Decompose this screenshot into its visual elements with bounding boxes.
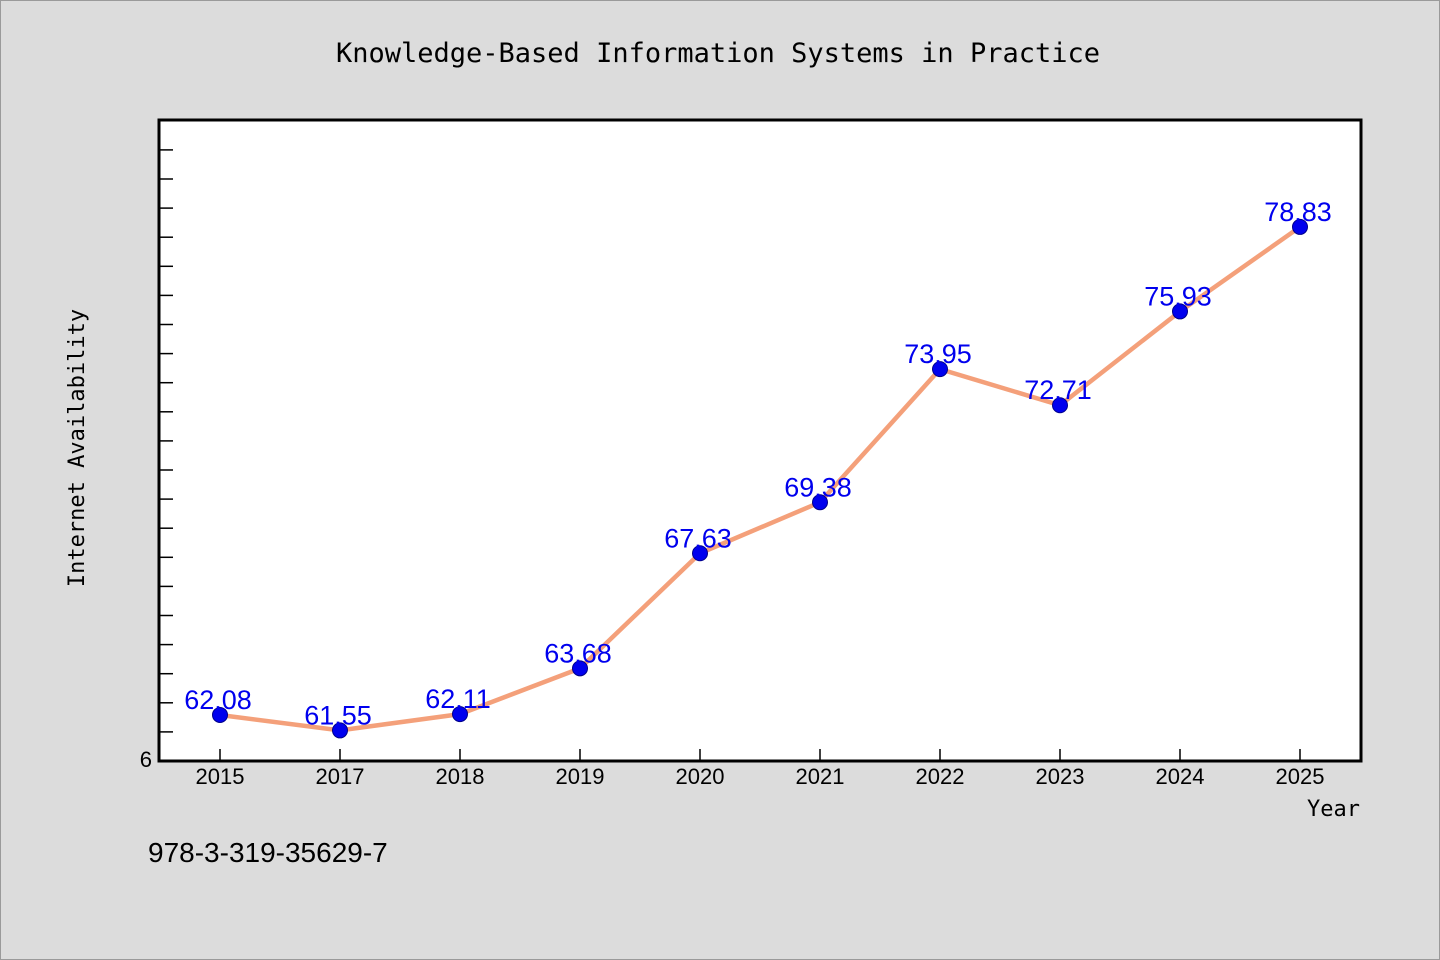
data-label: 63.68 (544, 638, 612, 668)
data-point (572, 660, 588, 677)
data-point (812, 494, 828, 511)
data-label: 61.55 (304, 700, 372, 730)
data-point (1292, 218, 1308, 235)
data-point (332, 722, 348, 739)
x-tick-label: 2017 (316, 764, 365, 789)
data-label: 67.63 (664, 523, 732, 553)
plot-area (157, 118, 1363, 763)
data-point (212, 706, 228, 723)
x-tick-label: 2022 (916, 764, 965, 789)
data-label: 69.38 (784, 472, 852, 502)
x-axis-ticks: 2015 2017 2018 2019 2020 2021 2022 2023 2024 2025 (196, 749, 1325, 789)
x-tick-label: 2018 (436, 764, 485, 789)
data-label: 75.93 (1144, 281, 1212, 311)
data-label: 73.95 (904, 339, 972, 369)
data-label: 62.11 (425, 684, 491, 714)
series-line (219, 225, 1302, 733)
data-point (1052, 397, 1068, 414)
x-axis-label: Year (1307, 797, 1360, 822)
x-tick-label: 2025 (1276, 764, 1325, 789)
y-axis-ticks (159, 149, 173, 762)
x-tick-label: 2021 (796, 764, 845, 789)
series-group: 62.08 61.55 62.11 63.68 67.63 69.38 73.95 72.71… (184, 197, 1332, 739)
data-label: 62.08 (184, 685, 252, 715)
x-tick-label: 2019 (556, 764, 605, 789)
chart-title: Knowledge-Based Information Systems in P… (336, 38, 1100, 69)
x-tick-label: 2024 (1156, 764, 1205, 789)
data-point (932, 361, 948, 378)
data-point (452, 706, 468, 723)
data-point (1172, 303, 1188, 320)
y-axis-label: Internet Availability (65, 309, 90, 587)
isbn-footnote: 978-3-319-35629-7 (148, 837, 388, 868)
y-tick-label: 6 (140, 747, 152, 772)
data-label: 78.83 (1264, 197, 1332, 227)
data-point (692, 545, 708, 562)
data-label: 72.71 (1024, 375, 1092, 405)
x-tick-label: 2020 (676, 764, 725, 789)
x-tick-label: 2015 (196, 764, 245, 789)
x-tick-label: 2023 (1036, 764, 1085, 789)
